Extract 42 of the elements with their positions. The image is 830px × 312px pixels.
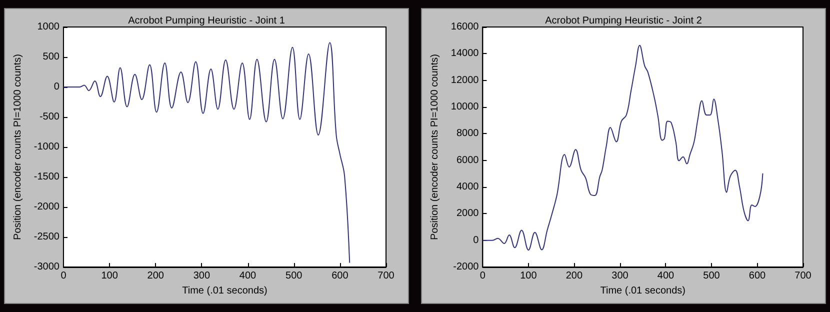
x-tick-label: 100: [520, 270, 538, 282]
y-tick-label: 1000: [37, 22, 60, 32]
x-tick-label: 600: [748, 270, 766, 282]
x-axis-title: Time (.01 seconds): [182, 285, 268, 296]
y-tick-label: -2000: [453, 262, 480, 272]
x-tick-label: 200: [566, 270, 583, 282]
y-axis-title: Position (encoder counts PI=1000 counts): [430, 54, 440, 240]
x-tick-label: 0: [60, 270, 67, 282]
x-tick-label: 500: [703, 270, 720, 282]
y-tick-label: -2500: [34, 232, 60, 242]
x-tick-label: 200: [147, 270, 164, 282]
y-tick-label: -3000: [34, 262, 60, 272]
x-axis-title: Time (.01 seconds): [600, 285, 686, 296]
y-tick-label: 10000: [450, 102, 480, 112]
x-tick-label: 300: [612, 270, 629, 282]
y-tick-label: 4000: [456, 182, 480, 192]
y-tick-label: -500: [39, 112, 60, 122]
x-tick-label: 600: [332, 270, 349, 282]
y-tick-label: 2000: [456, 208, 480, 220]
y-tick-label: -1000: [34, 142, 60, 152]
y-axis-title: Position (encoder counts PI=1000 counts): [12, 54, 24, 240]
x-tick-label: 400: [239, 270, 257, 282]
y-tick-label: -1500: [34, 172, 60, 182]
y-tick-label: 0: [54, 82, 60, 92]
chart-title: Acrobot Pumping Heuristic - Joint 1: [128, 16, 286, 26]
line-series: [62, 42, 350, 264]
x-tick-label: 700: [378, 270, 395, 282]
x-tick-label: 700: [794, 270, 812, 282]
line-series: [482, 44, 764, 251]
y-tick-label: 6000: [456, 154, 480, 166]
x-tick-label: 100: [101, 270, 118, 282]
x-tick-label: 500: [286, 270, 303, 282]
y-tick-label: 500: [42, 52, 60, 62]
y-tick-label: 16000: [450, 22, 480, 32]
x-tick-label: 400: [657, 270, 675, 282]
y-tick-label: 0: [473, 234, 480, 246]
chart-title: Acrobot Pumping Heuristic - Joint 2: [545, 16, 702, 26]
x-tick-label: 300: [193, 270, 210, 282]
y-tick-label: 12000: [450, 74, 480, 86]
y-tick-label: 14000: [450, 48, 480, 60]
y-tick-label: -2000: [34, 202, 60, 212]
y-tick-label: 8000: [456, 128, 480, 140]
